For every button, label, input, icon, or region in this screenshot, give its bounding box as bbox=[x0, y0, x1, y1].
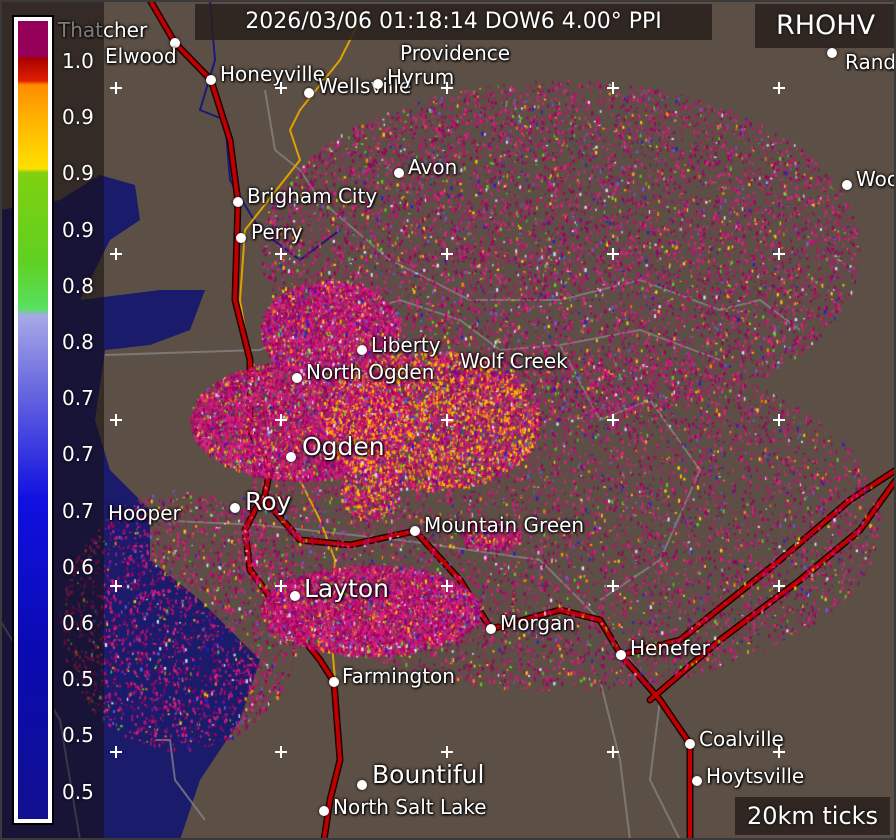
city-label: Ogden bbox=[302, 432, 385, 461]
city-marker bbox=[290, 591, 300, 601]
city-label: Hoytsville bbox=[706, 764, 805, 788]
colorbar-tick-label: 0.5 bbox=[62, 723, 94, 748]
product-label: RHOHV bbox=[755, 4, 896, 48]
colorbar-tick-label: 0.8 bbox=[62, 273, 94, 298]
city-marker bbox=[292, 373, 302, 383]
range-tick-mark bbox=[110, 580, 122, 592]
range-tick-mark bbox=[441, 746, 453, 758]
city-marker bbox=[486, 624, 496, 634]
city-marker bbox=[692, 776, 702, 786]
colorbar-tick-label: 0.7 bbox=[62, 386, 94, 411]
city-label: Hooper bbox=[108, 501, 181, 525]
range-tick-mark bbox=[110, 746, 122, 758]
range-tick-mark bbox=[441, 248, 453, 260]
city-marker bbox=[319, 806, 329, 816]
range-tick-mark bbox=[773, 82, 785, 94]
range-tick-mark bbox=[773, 580, 785, 592]
city-label: Layton bbox=[304, 574, 389, 603]
range-tick-mark bbox=[110, 414, 122, 426]
city-marker bbox=[206, 75, 216, 85]
city-marker bbox=[410, 526, 420, 536]
city-label: Mountain Green bbox=[424, 513, 585, 537]
range-tick-mark bbox=[773, 248, 785, 260]
city-label: Brigham City bbox=[247, 184, 378, 208]
scale-note: 20km ticks bbox=[735, 797, 890, 835]
colorbar-tick-label: 0.7 bbox=[62, 442, 94, 467]
city-label: North Ogden bbox=[306, 360, 435, 384]
range-tick-mark bbox=[275, 746, 287, 758]
colorbar-tick-label: 0.9 bbox=[62, 105, 94, 130]
city-label: Honeyville bbox=[220, 62, 325, 86]
city-marker bbox=[394, 168, 404, 178]
range-tick-mark bbox=[607, 82, 619, 94]
colorbar bbox=[12, 15, 54, 825]
range-tick-mark bbox=[275, 82, 287, 94]
city-marker bbox=[230, 503, 240, 513]
city-marker bbox=[233, 197, 243, 207]
city-label: Bountiful bbox=[372, 760, 485, 789]
range-tick-mark bbox=[275, 414, 287, 426]
city-label: Liberty bbox=[371, 333, 441, 357]
range-tick-mark bbox=[275, 580, 287, 592]
range-tick-mark bbox=[110, 82, 122, 94]
city-marker bbox=[357, 780, 367, 790]
scan-timestamp: 2026/03/06 01:18:14 DOW6 4.00° PPI bbox=[195, 4, 712, 40]
city-label: Hyrum bbox=[387, 65, 455, 89]
city-label: Avon bbox=[408, 155, 458, 179]
city-label: Perry bbox=[251, 220, 303, 244]
city-label: Coalville bbox=[699, 727, 784, 751]
range-tick-mark bbox=[607, 746, 619, 758]
city-label: North Salt Lake bbox=[333, 795, 487, 819]
city-marker bbox=[170, 38, 180, 48]
range-tick-mark bbox=[773, 414, 785, 426]
city-marker bbox=[685, 739, 695, 749]
city-marker bbox=[373, 79, 383, 89]
city-marker bbox=[842, 180, 852, 190]
range-tick-mark bbox=[275, 248, 287, 260]
city-marker bbox=[329, 677, 339, 687]
city-marker bbox=[236, 233, 246, 243]
range-tick-mark bbox=[441, 82, 453, 94]
range-tick-mark bbox=[441, 580, 453, 592]
city-label: Roy bbox=[245, 487, 292, 516]
city-label: Elwood bbox=[105, 44, 177, 68]
city-label: Morgan bbox=[500, 611, 575, 635]
range-tick-mark bbox=[607, 414, 619, 426]
range-tick-mark bbox=[607, 248, 619, 260]
city-marker bbox=[304, 88, 314, 98]
colorbar-tick-label: 0.7 bbox=[62, 498, 94, 523]
city-label: Wellsville bbox=[318, 74, 412, 98]
colorbar-tick-label: 0.6 bbox=[62, 611, 94, 635]
city-label: Randolph bbox=[845, 50, 896, 74]
colorbar-tick-label: 0.9 bbox=[62, 161, 94, 186]
city-marker bbox=[616, 650, 626, 660]
city-marker bbox=[286, 452, 296, 462]
range-tick-mark bbox=[607, 580, 619, 592]
range-tick-mark bbox=[441, 414, 453, 426]
colorbar-tick-label: 0.9 bbox=[62, 217, 94, 242]
range-tick-mark bbox=[773, 746, 785, 758]
colorbar-tick-label: 1.0 bbox=[62, 49, 94, 73]
city-marker bbox=[827, 48, 837, 58]
city-label: Henefer bbox=[630, 636, 710, 660]
city-label: Providence bbox=[400, 41, 511, 65]
city-label: Farmington bbox=[342, 664, 455, 688]
colorbar-tick-label: 0.5 bbox=[62, 779, 94, 804]
colorbar-tick-label: 0.6 bbox=[62, 554, 94, 579]
city-label: Woodruff bbox=[856, 167, 896, 191]
colorbar-tick-label: 0.5 bbox=[62, 667, 94, 692]
range-tick-mark bbox=[110, 248, 122, 260]
city-label: Wolf Creek bbox=[460, 349, 568, 373]
colorbar-tick-label: 0.8 bbox=[62, 330, 94, 354]
city-marker bbox=[357, 345, 367, 355]
